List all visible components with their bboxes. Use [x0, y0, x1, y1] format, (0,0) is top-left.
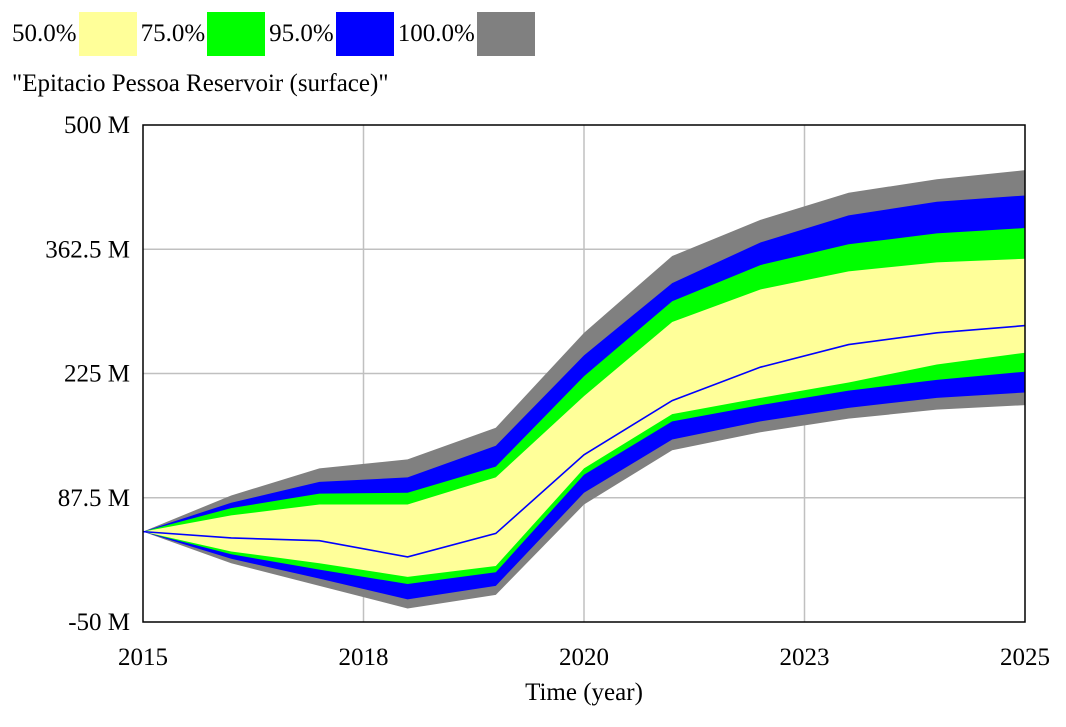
legend-label-95: 95.0% — [269, 20, 334, 47]
legend: 50.0% 75.0% 95.0% 100.0% — [12, 12, 539, 56]
legend-label-50: 50.0% — [12, 20, 77, 47]
y-tick-label: 362.5 M — [45, 236, 130, 263]
legend-swatch-75 — [207, 12, 266, 56]
band-50-0pct — [143, 258, 1025, 577]
legend-swatch-100 — [476, 12, 535, 56]
x-axis-label: Time (year) — [525, 679, 643, 706]
legend-swatch-50 — [78, 12, 137, 56]
chart-title: "Epitacio Pessoa Reservoir (surface)" — [12, 70, 389, 97]
legend-label-75: 75.0% — [140, 20, 206, 47]
x-tick-label: 2023 — [780, 644, 830, 671]
x-tick-label: 2025 — [1000, 644, 1050, 671]
plot-frame — [142, 124, 1026, 623]
legend-swatch-95 — [335, 12, 394, 56]
y-tick-label: 500 M — [64, 112, 130, 139]
series-line-median — [142, 324, 1026, 558]
y-tick-label: 225 M — [64, 361, 130, 388]
x-tick-label: 2015 — [118, 644, 168, 671]
x-tick-label: 2018 — [339, 644, 389, 671]
y-tick-label: -50 M — [68, 609, 130, 636]
legend-label-100: 100.0% — [397, 20, 475, 47]
y-tick-label: 87.5 M — [58, 485, 130, 512]
x-tick-label: 2020 — [559, 644, 609, 671]
